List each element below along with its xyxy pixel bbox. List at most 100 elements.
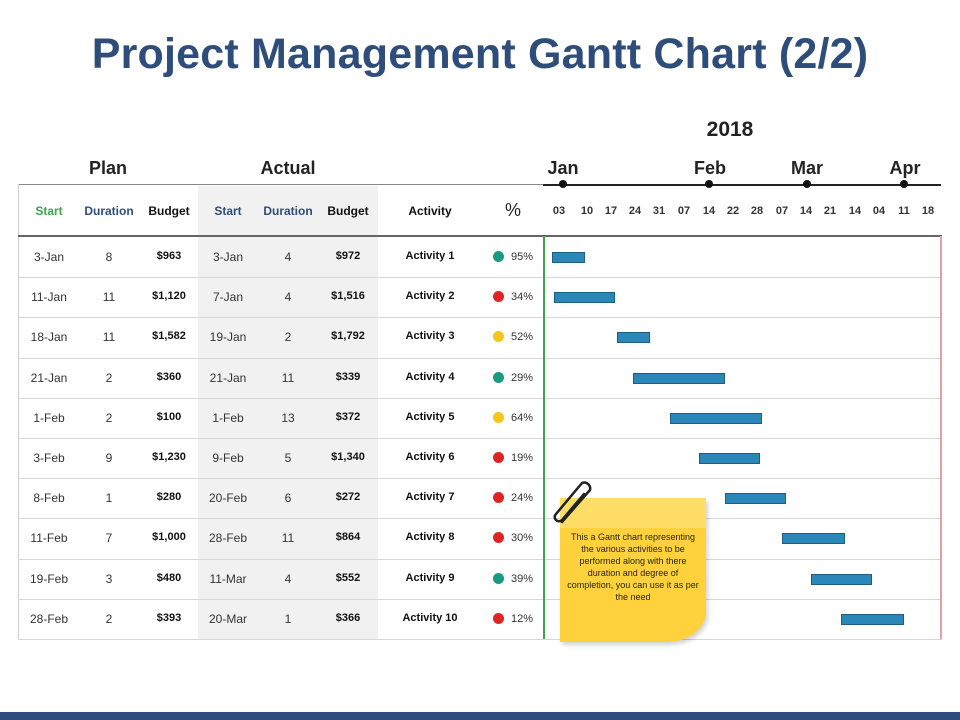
row-divider (18, 277, 942, 278)
table-cell-plan-start: 18-Jan (30, 330, 68, 344)
table-cell-actual-start: 7-Jan (212, 290, 244, 304)
completion-percent: 29% (511, 372, 534, 384)
table-cell-plan-duration: 11 (102, 290, 116, 304)
day-label: 11 (898, 205, 910, 217)
table-cell-actual-duration: 11 (281, 371, 295, 385)
day-label: 28 (750, 205, 764, 217)
month-label-apr: Apr (889, 158, 921, 178)
gantt-bar (841, 614, 904, 625)
completion-percent: 30% (511, 532, 534, 544)
header-plan-start: Start (35, 204, 63, 218)
table-cell-plan-duration: 7 (105, 531, 113, 545)
header-actual-start: Start (214, 204, 242, 218)
day-label: 14 (702, 205, 716, 217)
table-cell-activity: Activity 6 (405, 451, 455, 463)
table-cell-actual-start: 11-Mar (209, 572, 247, 586)
table-cell-plan-duration: 2 (105, 371, 113, 385)
status-dot-icon (493, 452, 504, 463)
sticky-note-top (560, 498, 706, 528)
gantt-bar (725, 493, 786, 504)
table-cell-actual-budget: $1,792 (331, 330, 365, 342)
plan-group-header: Plan (88, 158, 127, 178)
row-divider (18, 599, 942, 600)
gantt-bar (554, 292, 615, 303)
table-cell-plan-start: 1-Feb (33, 411, 65, 425)
table-cell-actual-budget: $272 (335, 491, 361, 503)
header-plan-budget: Budget (148, 204, 190, 218)
timeline-marker-mar (803, 180, 811, 188)
completion-percent: 34% (511, 291, 534, 303)
table-cell-actual-duration: 5 (284, 451, 292, 465)
month-label-feb: Feb (693, 158, 726, 178)
actual-columns-background (198, 186, 378, 639)
header-plan-duration: Duration (84, 204, 134, 218)
table-cell-plan-start: 11-Jan (31, 290, 67, 304)
day-label: 07 (775, 205, 789, 217)
table-cell-actual-start: 28-Feb (208, 531, 248, 545)
table-cell-plan-start: 19-Feb (29, 572, 69, 586)
table-cell-activity: Activity 4 (405, 371, 455, 383)
table-cell-plan-budget: $480 (156, 572, 182, 584)
timeline-marker-feb (705, 180, 713, 188)
day-label: 31 (652, 205, 666, 217)
today-marker-line (543, 236, 545, 639)
table-cell-activity: Activity 5 (405, 411, 455, 423)
table-cell-actual-start: 20-Feb (208, 491, 248, 505)
status-dot-icon (493, 331, 504, 342)
header-percent: % (504, 200, 521, 220)
status-dot-icon (493, 613, 504, 624)
table-cell-plan-budget: $1,582 (152, 330, 186, 342)
table-cell-actual-start: 21-Jan (209, 371, 247, 385)
gantt-bar (699, 453, 760, 464)
table-cell-plan-budget: $280 (156, 491, 182, 503)
table-cell-plan-budget: $360 (156, 371, 182, 383)
table-cell-activity: Activity 2 (405, 290, 455, 302)
table-cell-actual-duration: 4 (284, 572, 292, 586)
table-cell-plan-duration: 2 (105, 612, 113, 626)
day-label: 03 (552, 205, 566, 217)
completion-percent: 52% (511, 331, 534, 343)
actual-group-header: Actual (260, 158, 316, 178)
day-label: 07 (677, 205, 691, 217)
table-cell-actual-duration: 11 (281, 531, 295, 545)
table-cell-actual-budget: $1,516 (331, 290, 365, 302)
row-divider (18, 398, 942, 399)
completion-percent: 64% (511, 412, 534, 424)
deadline-marker-line (940, 236, 942, 639)
completion-percent: 24% (511, 492, 534, 504)
table-cell-activity: Activity 3 (405, 330, 455, 342)
timeline-marker-jan (559, 180, 567, 188)
table-cell-actual-start: 19-Jan (209, 330, 247, 344)
table-cell-actual-start: 9-Feb (212, 451, 244, 465)
row-divider (18, 317, 942, 318)
day-label: 18 (921, 205, 935, 217)
table-cell-plan-budget: $963 (156, 250, 182, 262)
table-cell-plan-duration: 3 (105, 572, 113, 586)
table-cell-plan-duration: 2 (105, 411, 113, 425)
sticky-note-text: This a Gantt chart representing the vari… (567, 532, 699, 602)
table-cell-plan-start: 28-Feb (29, 612, 69, 626)
table-cell-actual-duration: 13 (281, 411, 295, 425)
table-cell-plan-duration: 8 (105, 250, 113, 264)
row-divider (18, 518, 942, 519)
table-cell-plan-start: 3-Feb (33, 451, 65, 465)
page-title: Project Management Gantt Chart (2/2) (91, 30, 869, 78)
row-divider (18, 639, 942, 640)
day-label: 04 (872, 205, 886, 217)
completion-percent: 39% (511, 573, 534, 585)
month-label-jan: Jan (547, 158, 579, 178)
table-cell-plan-start: 8-Feb (33, 491, 65, 505)
day-label: 24 (628, 205, 642, 217)
header-actual-duration: Duration (263, 204, 313, 218)
table-cell-actual-budget: $972 (335, 250, 361, 262)
table-cell-actual-budget: $864 (335, 531, 361, 543)
table-cell-activity: Activity 8 (405, 531, 455, 543)
table-cell-actual-budget: $339 (335, 371, 361, 383)
gantt-bar (552, 252, 585, 263)
row-divider (18, 559, 942, 560)
table-cell-activity: Activity 10 (402, 612, 458, 624)
status-dot-icon (493, 412, 504, 423)
table-cell-actual-start: 3-Jan (212, 250, 244, 264)
table-cell-plan-budget: $1,000 (152, 531, 186, 543)
status-dot-icon (493, 291, 504, 302)
